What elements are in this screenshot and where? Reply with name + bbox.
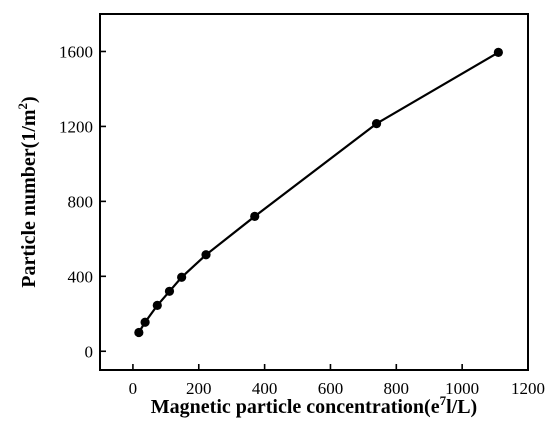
x-axis-label: Magnetic particle concentration(e7l/L) xyxy=(151,393,477,418)
x-tick-label-0: 0 xyxy=(129,379,138,398)
x-tick-label-200: 200 xyxy=(186,379,212,398)
y-tick-label-400: 400 xyxy=(68,267,94,286)
data-point xyxy=(371,119,382,129)
y-axis-label: Particle number(1/m2) xyxy=(15,96,40,287)
y-tick-label-1200: 1200 xyxy=(59,117,93,136)
plot-area-border xyxy=(99,13,529,371)
data-point xyxy=(134,327,144,338)
data-point xyxy=(493,47,503,58)
y-tick-label-800: 800 xyxy=(68,192,94,211)
y-tick-label-0: 0 xyxy=(85,342,94,361)
series-line-0 xyxy=(137,51,499,334)
y-axis-ticks: 0 400 800 1200 1600 xyxy=(59,42,106,361)
x-tick-label-1200: 1200 xyxy=(511,379,545,398)
data-point xyxy=(250,211,260,221)
series-layer xyxy=(134,47,503,338)
x-tick-label-400: 400 xyxy=(252,379,278,398)
y-tick-label-1600: 1600 xyxy=(59,42,93,61)
x-tick-label-1000: 1000 xyxy=(445,379,479,398)
x-tick-label-600: 600 xyxy=(318,379,344,398)
x-tick-label-800: 800 xyxy=(384,379,410,398)
data-point xyxy=(177,272,187,282)
data-point xyxy=(152,300,162,310)
data-point xyxy=(164,286,175,296)
x-axis-ticks: 0 200 400 600 800 1000 1200 xyxy=(129,364,545,398)
data-point xyxy=(201,250,211,260)
data-point xyxy=(140,317,150,327)
plot-frame xyxy=(99,13,529,371)
